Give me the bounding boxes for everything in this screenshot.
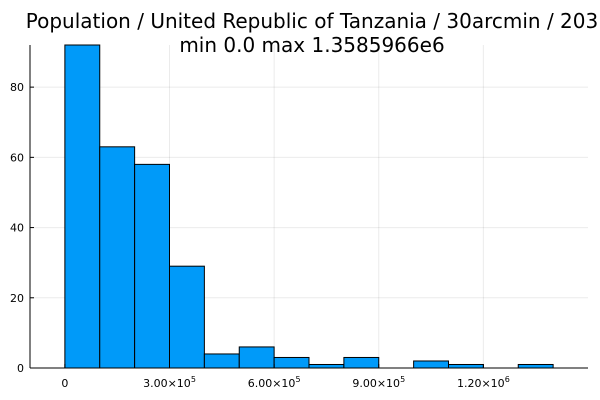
histogram-bar xyxy=(273,356,310,369)
y-tick-label: 0 xyxy=(17,362,24,375)
histogram-bar xyxy=(99,146,136,369)
axes xyxy=(29,45,588,369)
histogram-bar xyxy=(203,353,240,369)
histogram-bar xyxy=(64,44,101,369)
y-tick-label: 20 xyxy=(10,292,24,305)
x-tick-label: 0 xyxy=(61,377,68,390)
x-tick-label: 9.00×105 xyxy=(352,375,405,390)
x-tick-label: 3.00×105 xyxy=(143,375,196,390)
y-tick-label: 60 xyxy=(10,151,24,164)
tick-labels: 0 20 40 60 80 0 3.00×105 6.00×105 9.00×105 1.20×1… xyxy=(10,81,510,390)
histogram-bar xyxy=(343,356,380,369)
histogram-bar xyxy=(238,346,275,369)
histogram-bar xyxy=(134,163,170,369)
x-tick-label: 6.00×105 xyxy=(248,375,301,390)
histogram-bar xyxy=(448,363,484,369)
chart-title-line-2: min 0.0 max 1.3585966e6 xyxy=(179,33,444,57)
chart-title-line-1: Population / United Republic of Tanzania… xyxy=(26,9,598,33)
histogram-bar xyxy=(413,360,449,369)
y-tick-label: 40 xyxy=(10,222,24,235)
histogram-bar xyxy=(517,363,554,369)
y-tick-label: 80 xyxy=(10,81,24,94)
histogram-bar xyxy=(169,265,205,369)
x-tick-label: 1.20×106 xyxy=(457,375,510,390)
histogram-bar xyxy=(308,363,345,369)
bars xyxy=(64,44,554,369)
